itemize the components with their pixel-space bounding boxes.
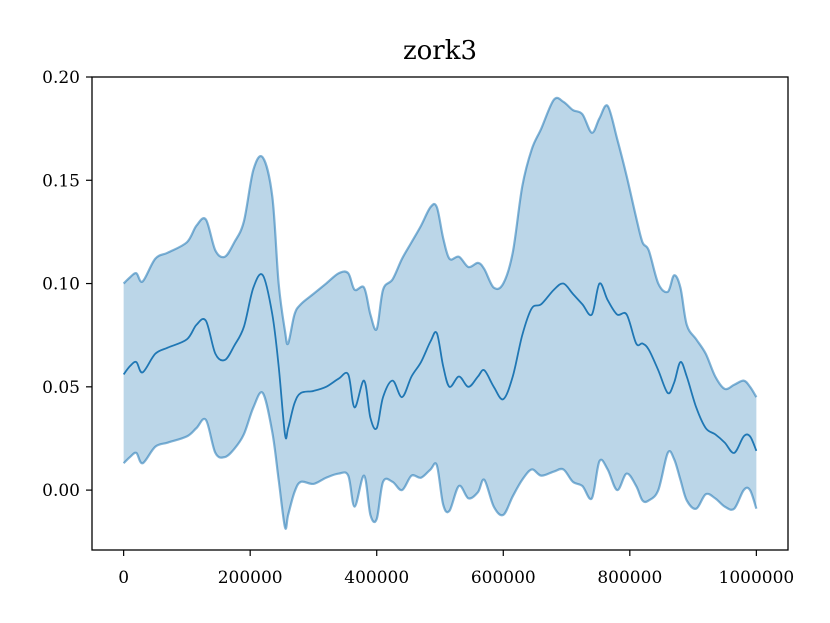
chart-title: zork3 — [403, 36, 477, 66]
x-tick-label: 200000 — [218, 568, 283, 588]
y-tick-label: 0.00 — [42, 481, 80, 501]
x-tick-label: 800000 — [597, 568, 662, 588]
mean-series-line — [122, 273, 758, 454]
x-tick-label: 0 — [118, 568, 129, 588]
band-upper-edge — [122, 96, 758, 398]
y-tick-label: 0.15 — [42, 171, 80, 191]
axes: 0 200000 400000 600000 800000 1000000 0.00 0.05… — [42, 68, 794, 588]
y-tick-label: 0.10 — [42, 275, 80, 295]
plot-area — [122, 96, 758, 530]
band-lower-edge — [122, 391, 758, 530]
x-tick-label: 1000000 — [719, 568, 795, 588]
confidence-band — [123, 97, 757, 529]
axes-frame — [91, 76, 789, 551]
x-tick-label: 400000 — [344, 568, 409, 588]
x-tick-label: 600000 — [471, 568, 536, 588]
y-tick-label: 0.05 — [42, 378, 80, 398]
y-tick-label: 0.20 — [42, 68, 80, 88]
